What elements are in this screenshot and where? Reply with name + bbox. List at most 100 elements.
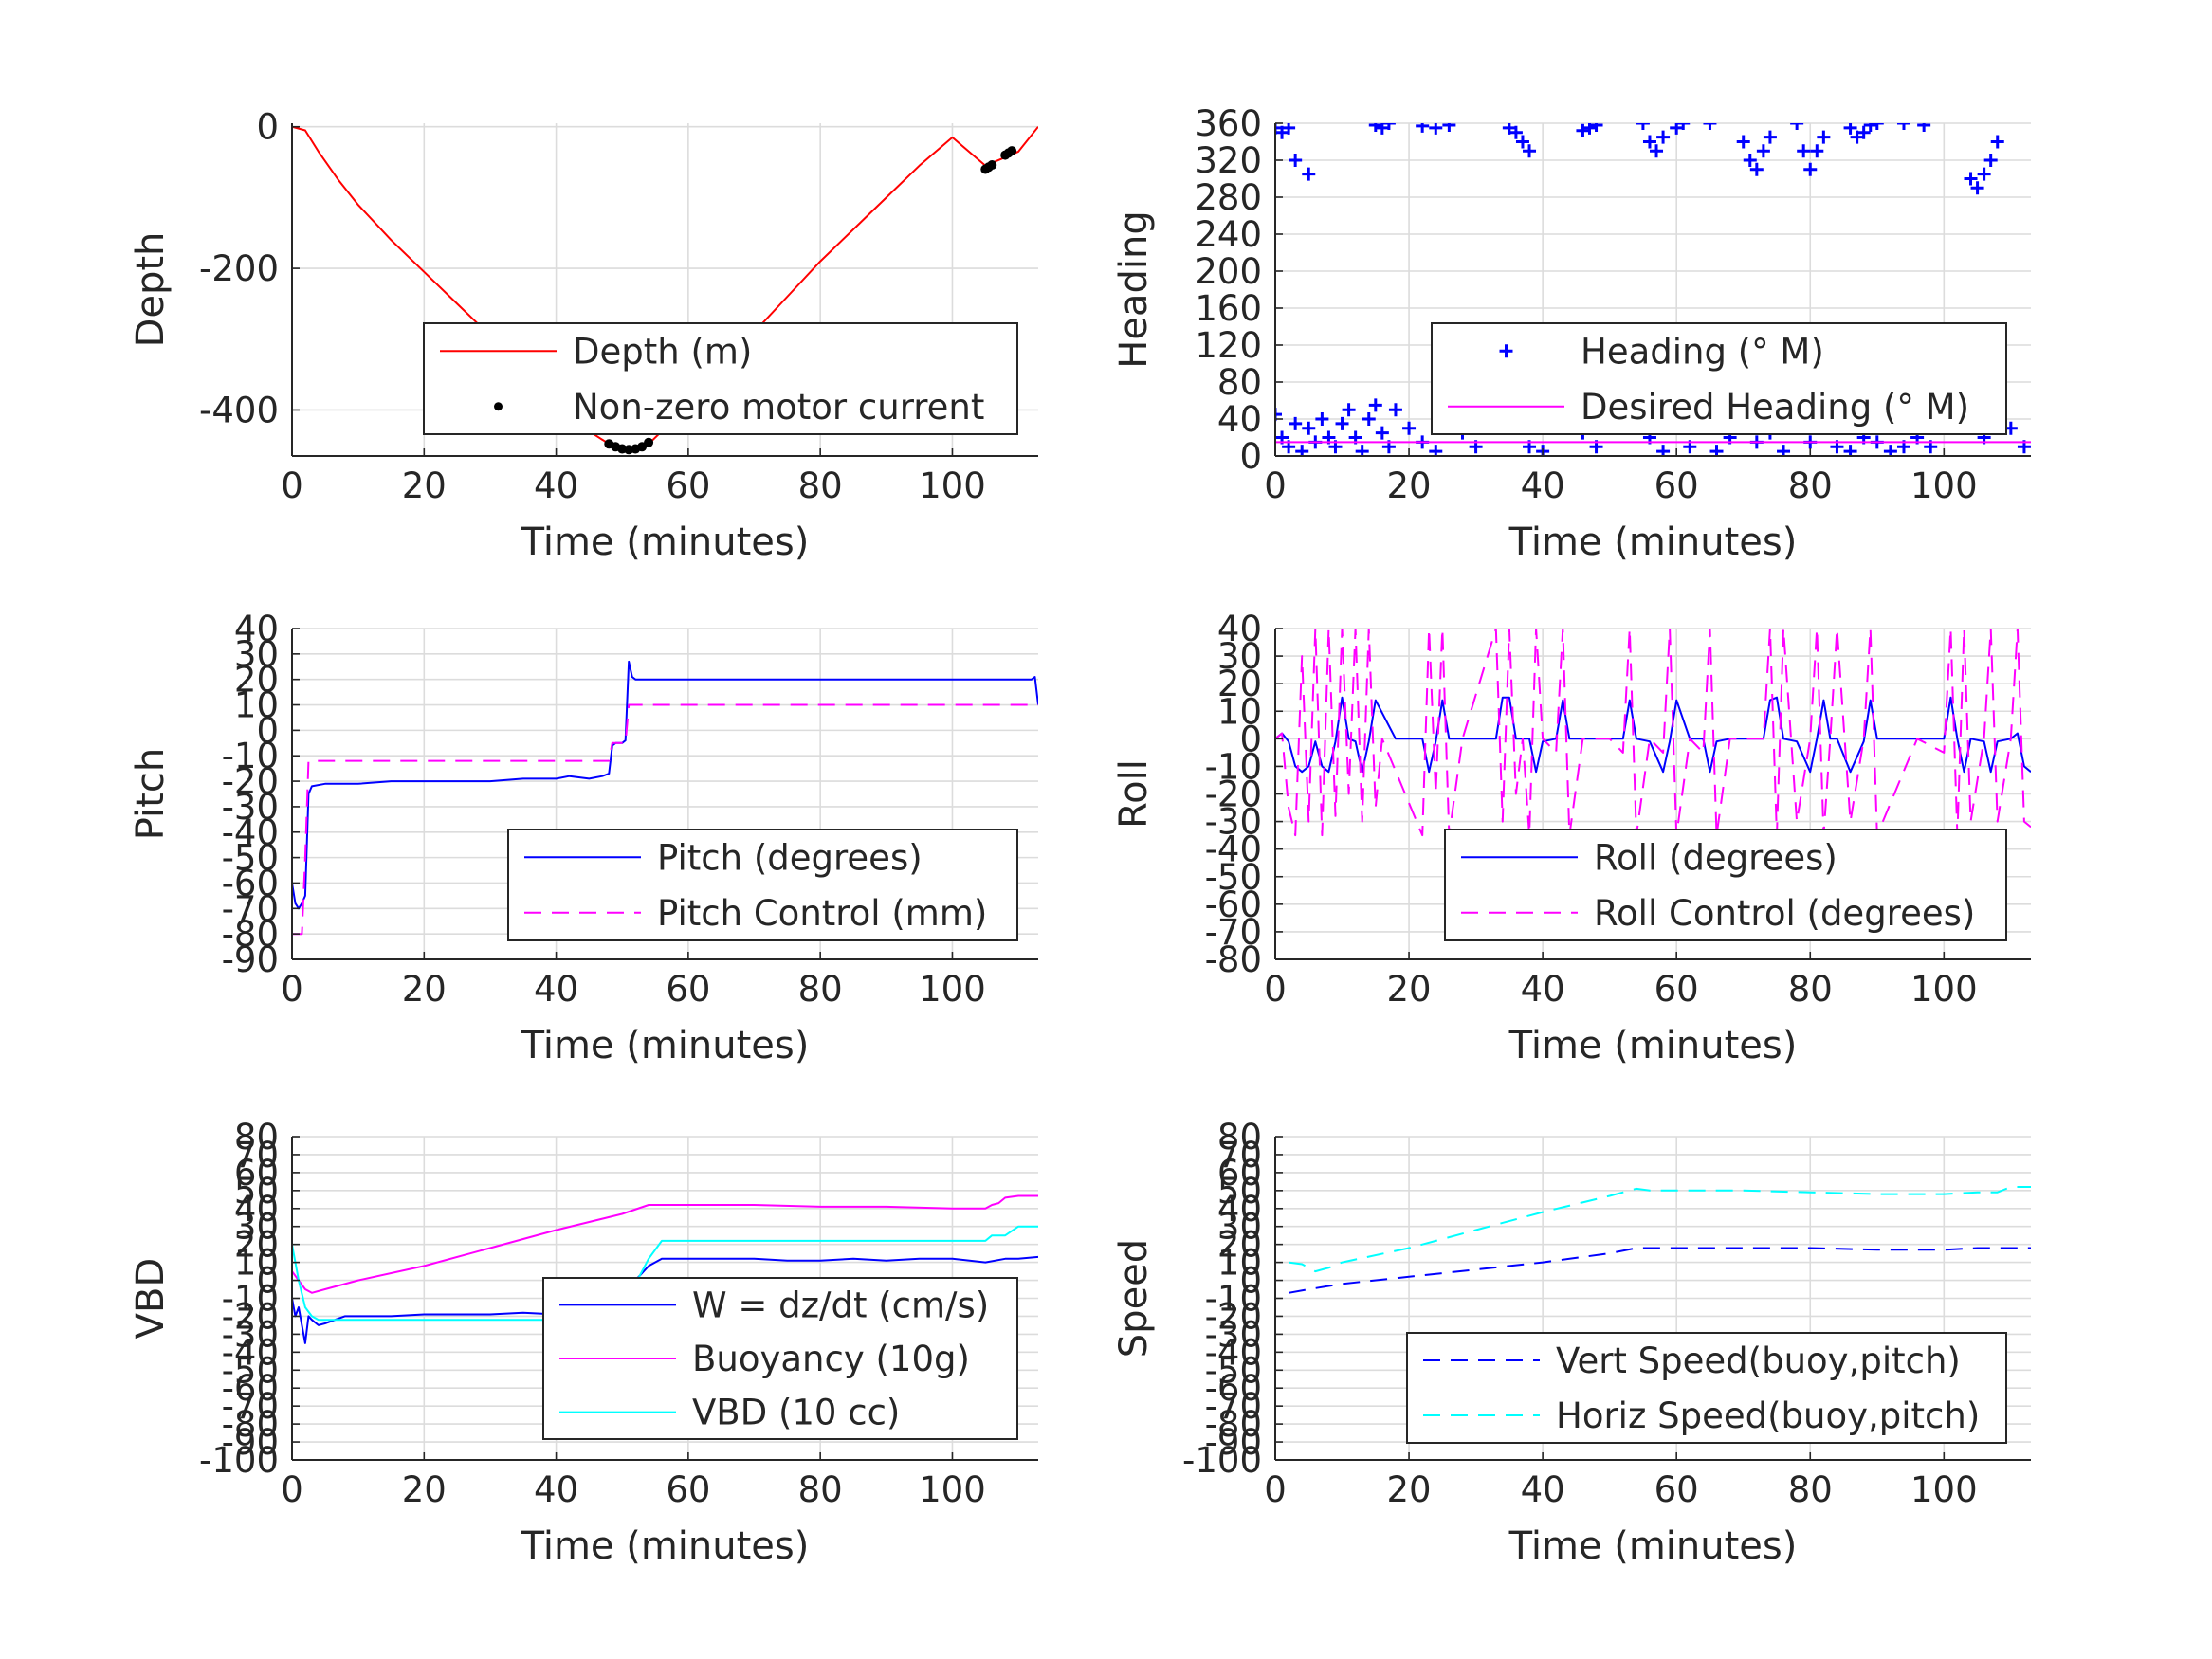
y-tick-label: -40 [222, 1332, 279, 1373]
y-tick-label: 80 [1217, 1117, 1262, 1158]
data-point-heading-m [1656, 130, 1671, 144]
data-point-heading-m [1442, 123, 1456, 132]
legend-label-horiz-speed-buoy-pitch: Horiz Speed(buoy,pitch) [1556, 1395, 1980, 1436]
legend: W = dz/dt (cm/s) Buoyancy (10g) VBD (10 cc… [542, 1277, 1018, 1440]
y-tick-label: 10 [234, 1243, 279, 1284]
data-point-heading-m [1743, 154, 1757, 167]
y-tick-label: -90 [1205, 1422, 1262, 1463]
data-point-heading-m [1870, 123, 1884, 130]
y-tick-label: 50 [234, 1171, 279, 1212]
data-point-heading-m [1650, 144, 1664, 158]
y-tick-label: -400 [199, 390, 279, 430]
data-point-heading-m [1362, 412, 1376, 426]
y-tick-label: 0 [1239, 436, 1262, 477]
legend-label-non-zero-motor-current: Non-zero motor current [573, 387, 984, 428]
y-axis-label: Speed [1112, 1239, 1156, 1358]
y-tick-label: -70 [1205, 1386, 1262, 1427]
y-tick-label: 20 [1217, 1225, 1262, 1266]
y-tick-label: 40 [1217, 609, 1262, 649]
y-tick-label: 80 [1217, 362, 1262, 403]
y-tick-label: 50 [1217, 1171, 1262, 1212]
data-point-heading-m [1282, 123, 1296, 135]
y-axis-label: Pitch [129, 748, 173, 840]
y-tick-label: 10 [1217, 691, 1262, 732]
y-tick-label: 320 [1195, 140, 1262, 181]
data-point-heading-m [1502, 123, 1516, 135]
data-point-heading-m [1302, 421, 1316, 435]
data-point-heading-m [1515, 135, 1529, 149]
y-tick-label: 10 [1217, 1243, 1262, 1284]
y-tick-label: -10 [1205, 1279, 1262, 1320]
y-axis-label: VBD [129, 1258, 173, 1340]
legend-label-vbd-10-cc: VBD (10 cc) [692, 1393, 900, 1433]
y-tick-label: 80 [234, 1117, 279, 1158]
data-point-non-zero-motor-current [1007, 146, 1017, 156]
data-point-heading-m [1275, 408, 1282, 422]
y-tick-label: 10 [234, 685, 279, 726]
y-tick-label: -50 [222, 838, 279, 879]
legend-label-heading-m: Heading (° M) [1581, 331, 1824, 372]
y-tick-label: -80 [222, 914, 279, 955]
x-tick-label: 60 [1654, 969, 1699, 1010]
y-tick-label: 0 [1239, 1261, 1262, 1302]
x-tick-label: 20 [402, 465, 447, 506]
y-tick-label: 20 [1217, 664, 1262, 704]
data-point-heading-m [1642, 135, 1656, 149]
series-line-buoyancy-10g [292, 1194, 1038, 1294]
y-tick-label: -20 [222, 1296, 279, 1337]
legend-box [1431, 322, 2007, 435]
data-point-heading-m [1429, 123, 1443, 135]
data-point-heading-m [1523, 144, 1537, 158]
data-point-non-zero-motor-current [644, 437, 654, 447]
legend-label-buoyancy-10g: Buoyancy (10g) [692, 1339, 970, 1379]
data-point-heading-m [1917, 123, 1931, 132]
x-tick-label: 80 [798, 1469, 843, 1510]
data-point-heading-m [1970, 181, 1984, 195]
y-tick-label: 60 [1217, 1153, 1262, 1194]
x-tick-label: 20 [402, 969, 447, 1010]
legend-label-pitch-control-mm: Pitch Control (mm) [657, 893, 987, 934]
y-tick-label: -70 [222, 888, 279, 929]
data-point-heading-m [1843, 123, 1857, 135]
data-point-heading-m [1275, 123, 1282, 135]
legend: Vert Speed(buoy,pitch) Horiz Speed(buoy,p… [1406, 1332, 2007, 1444]
y-tick-label: 30 [234, 634, 279, 675]
x-tick-label: 60 [666, 969, 710, 1010]
x-tick-label: 20 [402, 1469, 447, 1510]
data-point-heading-m [1368, 123, 1382, 132]
y-tick-label: 0 [256, 1261, 279, 1302]
data-point-heading-m [1676, 123, 1691, 130]
y-tick-label: 200 [1195, 251, 1262, 292]
x-tick-label: 100 [1910, 465, 1978, 506]
x-tick-label: 80 [1788, 969, 1833, 1010]
y-tick-label: 20 [234, 660, 279, 701]
data-point-heading-m [1896, 123, 1910, 130]
x-axis-label: Time (minutes) [521, 520, 810, 564]
legend-marker-heading-m [1499, 344, 1513, 358]
y-tick-label: -20 [1205, 1296, 1262, 1337]
x-tick-label: 80 [1788, 1469, 1833, 1510]
y-tick-label: 240 [1195, 214, 1262, 255]
data-point-heading-m [1335, 416, 1349, 430]
y-tick-label: 0 [256, 710, 279, 751]
data-point-heading-m [1990, 135, 2004, 149]
data-layer [292, 125, 1038, 455]
legend-label-roll-degrees: Roll (degrees) [1594, 837, 1837, 878]
x-tick-label: 40 [534, 465, 578, 506]
y-tick-label: -50 [1205, 857, 1262, 898]
y-tick-label: 40 [1217, 1189, 1262, 1230]
x-tick-label: 60 [666, 465, 710, 506]
x-axis-label: Time (minutes) [1508, 520, 1798, 564]
x-tick-label: 0 [281, 1469, 303, 1510]
data-point-heading-m [1368, 398, 1382, 412]
data-point-heading-m [1790, 123, 1804, 130]
heading-panel: 0 20 40 60 80 10004080120160200240280320360Ti… [1112, 103, 2031, 564]
data-point-heading-m [1803, 162, 1818, 176]
y-axis-label: Heading [1112, 210, 1156, 368]
data-point-heading-m [1749, 162, 1764, 176]
data-point-heading-m [1416, 123, 1430, 133]
x-tick-label: 0 [1264, 465, 1287, 506]
legend-box [507, 829, 1018, 941]
x-tick-label: 0 [281, 969, 303, 1010]
